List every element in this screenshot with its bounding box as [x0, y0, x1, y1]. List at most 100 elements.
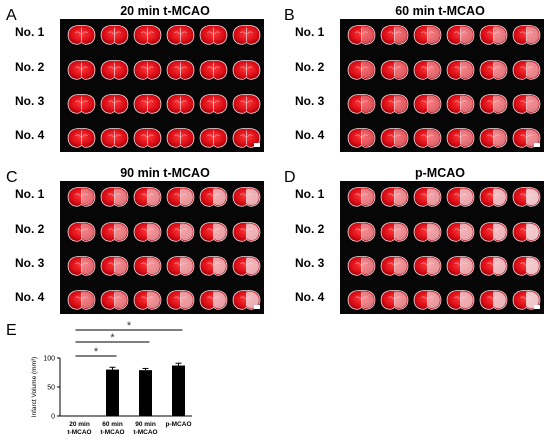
brain-slice	[478, 220, 509, 244]
panel-title: 60 min t-MCAO	[395, 4, 485, 18]
panel-title: 20 min t-MCAO	[120, 4, 210, 18]
brain-slice	[346, 126, 377, 150]
panel-letter: E	[6, 322, 17, 339]
brain-slice	[99, 58, 130, 82]
brain-slice	[445, 288, 476, 312]
brain-slice	[231, 126, 262, 150]
brain-slice	[445, 92, 476, 116]
row-label: No. 3	[295, 256, 325, 270]
brain-slice	[379, 185, 410, 209]
brain-slice	[198, 92, 229, 116]
brain-slice	[231, 254, 262, 278]
brain-slice	[511, 92, 542, 116]
panel-title: p-MCAO	[415, 166, 465, 180]
brain-slice	[66, 288, 97, 312]
brain-slice	[231, 220, 262, 244]
x-tick-label: 20 min	[69, 421, 90, 428]
y-tick-label: 50	[47, 385, 55, 392]
brain-slice	[132, 185, 163, 209]
brain-slice	[445, 23, 476, 47]
row-label: No. 4	[295, 128, 325, 142]
brain-slice	[412, 220, 443, 244]
brain-slice	[165, 58, 196, 82]
x-tick-label: t-MCAO	[133, 429, 157, 436]
scale-bar	[254, 305, 260, 309]
brain-slice	[511, 126, 542, 150]
row-label: No. 1	[295, 187, 325, 201]
brain-slice	[66, 23, 97, 47]
brain-slice	[379, 288, 410, 312]
row-label: No. 3	[15, 256, 45, 270]
brain-slice	[99, 126, 130, 150]
brain-slice	[511, 254, 542, 278]
x-tick-label: p-MCAO	[166, 421, 192, 428]
brain-slice	[346, 58, 377, 82]
row-label: No. 2	[15, 60, 45, 74]
brain-slice	[66, 126, 97, 150]
brain-slice	[231, 288, 262, 312]
significance-star: *	[94, 346, 99, 358]
brain-slice	[132, 126, 163, 150]
brain-slice	[132, 23, 163, 47]
brain-slice	[198, 23, 229, 47]
brain-slice	[198, 58, 229, 82]
scale-bar	[534, 143, 540, 147]
brain-slice	[165, 288, 196, 312]
brain-slice	[511, 288, 542, 312]
brain-slice	[379, 220, 410, 244]
brain-slice	[445, 126, 476, 150]
brain-slice	[511, 185, 542, 209]
significance-star: *	[127, 320, 132, 332]
brain-slice	[445, 185, 476, 209]
panel-title: 90 min t-MCAO	[120, 166, 210, 180]
brain-slice	[165, 220, 196, 244]
panel-letter: B	[284, 7, 295, 24]
brain-slice	[165, 23, 196, 47]
brain-slice	[66, 92, 97, 116]
brain-slice	[198, 185, 229, 209]
bar	[139, 370, 152, 416]
brain-slice	[231, 58, 262, 82]
brain-slice	[511, 58, 542, 82]
brain-slice	[198, 220, 229, 244]
brain-slice	[478, 92, 509, 116]
brain-slice	[132, 58, 163, 82]
brain-slice	[379, 126, 410, 150]
brain-slice	[478, 288, 509, 312]
bar	[172, 365, 185, 416]
brain-slice	[66, 254, 97, 278]
brain-slice	[412, 126, 443, 150]
brain-slice	[66, 220, 97, 244]
brain-slice	[66, 58, 97, 82]
significance-star: *	[110, 332, 115, 344]
brain-slice	[445, 254, 476, 278]
brain-slice	[478, 254, 509, 278]
panel-letter: C	[6, 169, 18, 186]
brain-slice	[412, 254, 443, 278]
row-label: No. 4	[295, 290, 325, 304]
brain-slice	[412, 288, 443, 312]
brain-slice	[346, 92, 377, 116]
panel-letter: D	[284, 169, 296, 186]
brain-slice	[511, 23, 542, 47]
brain-slice	[165, 254, 196, 278]
x-tick-label: t-MCAO	[67, 429, 91, 436]
brain-slice	[99, 185, 130, 209]
brain-slice	[412, 23, 443, 47]
brain-slice	[132, 288, 163, 312]
row-label: No. 2	[15, 222, 45, 236]
brain-slice	[346, 288, 377, 312]
brain-slices-photo	[340, 181, 544, 314]
brain-slice	[346, 220, 377, 244]
row-label: No. 3	[15, 94, 45, 108]
brain-slices-photo	[60, 19, 264, 152]
row-label: No. 4	[15, 290, 45, 304]
brain-slice	[99, 23, 130, 47]
brain-slice	[379, 254, 410, 278]
brain-slice	[99, 92, 130, 116]
row-label: No. 3	[295, 94, 325, 108]
brain-slice	[165, 185, 196, 209]
row-label: No. 1	[15, 25, 45, 39]
brain-slice	[99, 288, 130, 312]
x-tick-label: 60 min	[102, 421, 123, 428]
